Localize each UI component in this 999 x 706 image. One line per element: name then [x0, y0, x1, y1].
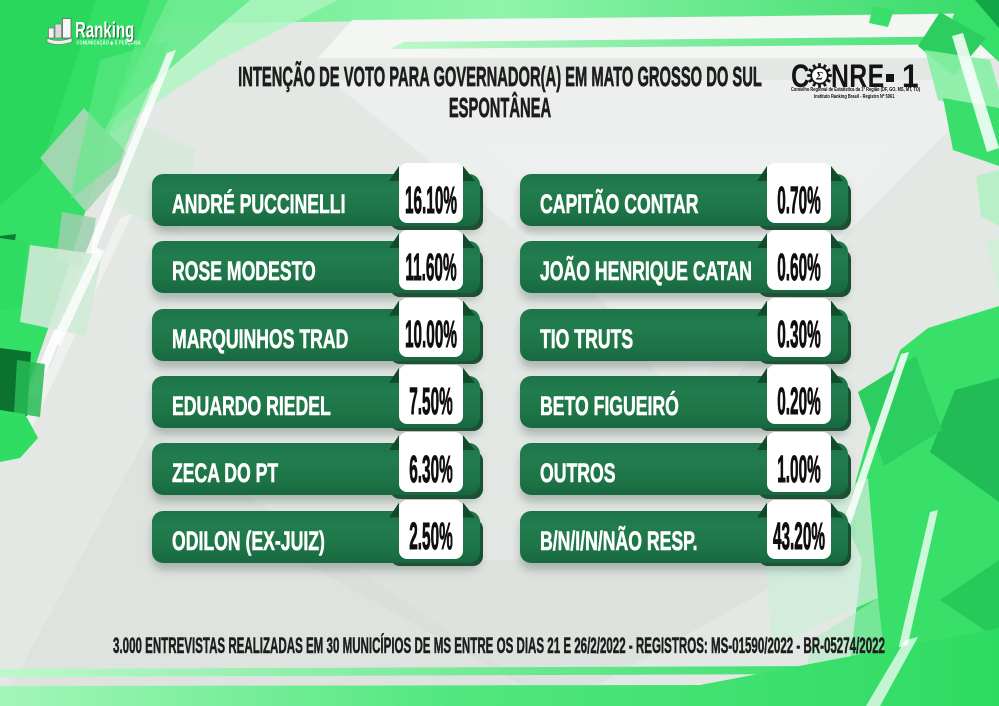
svg-text:Σ: Σ — [815, 71, 823, 83]
svg-text:Ranking: Ranking — [75, 18, 134, 42]
svg-text:COMUNICAÇÃO ◆ E PESQUISA: COMUNICAÇÃO ◆ E PESQUISA — [76, 39, 141, 46]
svg-text:Ranking: Ranking — [76, 19, 135, 43]
